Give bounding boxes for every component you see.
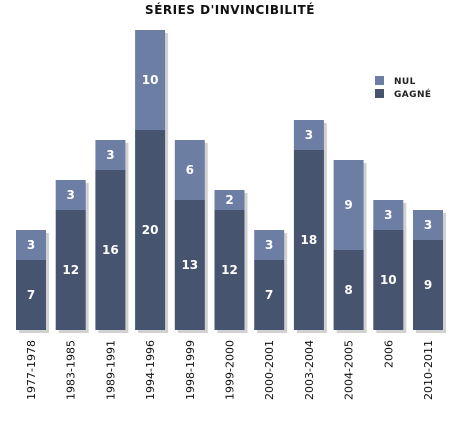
bar-gagne-4 [174, 200, 205, 330]
bar-nul-10 [413, 210, 443, 240]
bar-gagne-2 [95, 170, 126, 330]
legend-label-nul: NUL [394, 77, 416, 87]
legend: NUL GAGNÉ [375, 76, 431, 100]
bar-gagne-8 [333, 250, 364, 330]
bar-gagne-1 [55, 210, 86, 330]
x-tick-labels: 1977-1978 1983-1985 1989-1991 1994-1996 1998… [25, 340, 435, 400]
bar-gagne-7 [293, 150, 324, 330]
bar-nul-3 [135, 30, 166, 130]
bar-nul-7 [293, 120, 324, 150]
data-label-gagne-4: 13 [181, 258, 198, 272]
data-label-gagne-1: 12 [62, 263, 79, 277]
data-label-gagne-5: 12 [221, 263, 238, 277]
x-tick-label-0: 1977-1978 [25, 340, 38, 400]
data-label-nul-4: 6 [186, 163, 194, 177]
bar-nul-5 [214, 190, 245, 210]
data-label-gagne-10: 9 [424, 278, 432, 292]
legend-swatch-nul [375, 76, 384, 85]
data-label-nul-2: 3 [106, 148, 114, 162]
data-label-gagne-9: 10 [380, 273, 397, 287]
legend-swatch-gagne [375, 89, 384, 98]
bar-gagne-5 [214, 210, 245, 330]
x-tick-label-7: 2003-2004 [303, 340, 316, 400]
bar-nul-2 [95, 140, 126, 170]
data-label-nul-8: 9 [344, 198, 352, 212]
data-label-nul-0: 3 [27, 238, 35, 252]
data-label-nul-9: 3 [384, 208, 392, 222]
data-label-gagne-3: 20 [142, 223, 159, 237]
x-tick-label-1: 1983-1985 [65, 340, 78, 400]
data-label-gagne-0: 7 [27, 288, 35, 302]
bar-nul-4 [174, 140, 205, 200]
bar-nul-1 [55, 180, 86, 210]
bar-gagne-10 [413, 240, 443, 330]
x-tick-label-6: 2000-2001 [263, 340, 276, 400]
bar-nul-8 [333, 160, 364, 250]
bar-gagne-6 [254, 260, 285, 330]
bar-gagne-9 [373, 230, 404, 330]
x-tick-label-9: 2006 [382, 340, 395, 368]
x-tick-label-2: 1989-1991 [104, 340, 117, 400]
data-label-nul-7: 3 [305, 128, 313, 142]
bar-nul-0 [16, 230, 46, 260]
data-label-nul-5: 2 [225, 193, 233, 207]
bar-nul-9 [373, 200, 404, 230]
data-label-gagne-7: 18 [301, 233, 318, 247]
x-tick-label-4: 1998-1999 [184, 340, 197, 400]
legend-label-gagne: GAGNÉ [394, 88, 431, 100]
chart-title: SÉRIES D'INVINCIBILITÉ [145, 2, 315, 17]
x-tick-label-3: 1994-1996 [144, 340, 157, 400]
data-label-gagne-2: 16 [102, 243, 119, 257]
x-tick-label-5: 1999-2000 [224, 340, 237, 400]
bar-gagne-3 [135, 130, 166, 330]
data-label-nul-1: 3 [67, 188, 75, 202]
x-tick-label-10: 2010-2011 [422, 340, 435, 400]
data-label-nul-10: 3 [424, 218, 432, 232]
bar-nul-6 [254, 230, 285, 260]
data-label-gagne-6: 7 [265, 288, 273, 302]
data-label-nul-6: 3 [265, 238, 273, 252]
bar-gagne-0 [16, 260, 46, 330]
x-tick-label-8: 2004-2005 [343, 340, 356, 400]
data-label-gagne-8: 8 [344, 283, 352, 297]
data-label-nul-3: 10 [142, 73, 159, 87]
bars-group: 7 3 12 3 16 3 20 10 13 6 12 2 7 3 18 3 8 9 10 3 9 3 [16, 30, 446, 333]
